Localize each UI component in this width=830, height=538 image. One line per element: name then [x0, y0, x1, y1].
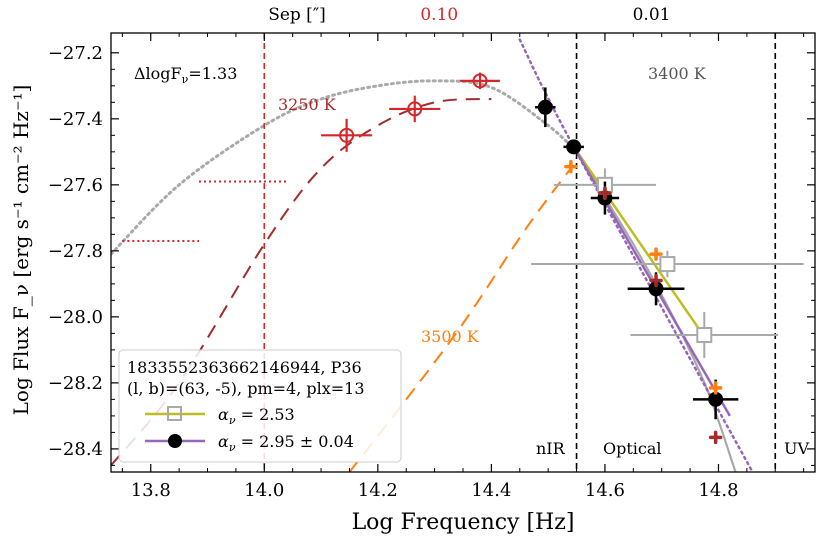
temp-3500-label: 3500 K	[421, 327, 480, 346]
temp-3250-label: 3250 K	[278, 95, 337, 114]
top-axis-value: 0.10	[420, 5, 458, 25]
x-tick-label: 14.8	[698, 480, 738, 501]
x-tick-label: 13.8	[131, 480, 171, 501]
orange-model-point	[564, 159, 578, 174]
orange-model-point	[649, 247, 663, 261]
alpha-253-fit-line	[572, 146, 706, 338]
y-tick-label: −28.0	[48, 307, 103, 328]
legend-subtitle: (l, b)=(63, -5), pm=4, plx=13	[127, 379, 365, 398]
red-open-circle-point	[407, 101, 423, 117]
delta-annotation: ΔlogFν=1.33	[134, 64, 237, 86]
x-tick-label: 14.4	[471, 480, 511, 501]
black-circle-point	[708, 391, 724, 407]
black-circle-point	[566, 139, 582, 155]
y-tick-label: −27.4	[48, 109, 103, 130]
region-nir-label: nIR	[536, 439, 566, 458]
y-tick-label: −28.2	[48, 373, 103, 394]
temp-3400-label: 3400 K	[648, 64, 707, 83]
darkred-model-point	[598, 186, 612, 200]
darkred-model-point	[708, 430, 723, 445]
gray-square-point	[696, 327, 713, 344]
legend-entry-alpha-253: αν = 2.53	[218, 405, 295, 427]
gray-square-point	[659, 256, 676, 273]
legend-marker-circle	[168, 434, 182, 448]
red-open-circle-point	[472, 73, 488, 89]
x-axis-label: Log Frequency [Hz]	[352, 510, 575, 535]
x-tick-label: 14.2	[358, 480, 398, 501]
y-tick-label: −27.6	[48, 175, 103, 196]
legend-title: 1833552363662146944, P36	[127, 358, 362, 377]
legend-marker-square	[167, 406, 182, 421]
y-tick-label: −27.8	[48, 241, 103, 262]
y-axis-label: Log Flux F_ν [erg s⁻¹ cm⁻² Hz⁻¹]	[9, 85, 33, 416]
darkred-model-point	[649, 273, 663, 288]
legend-entry-alpha-295: αν = 2.95 ± 0.04	[218, 432, 354, 454]
black-circle-point	[648, 281, 664, 297]
y-tick-label: −28.4	[48, 439, 103, 460]
blackbody-dotted-curve	[111, 79, 579, 256]
top-axis-value: 0.01	[633, 5, 671, 25]
x-tick-label: 14.6	[585, 480, 625, 501]
black-circle-point	[537, 99, 553, 115]
red-open-circle-point	[339, 127, 355, 143]
region-optical-label: Optical	[603, 439, 662, 458]
top-axis-label: Sep [″]	[268, 5, 326, 25]
legend: 1833552363662146944, P36 (l, b)=(63, -5)…	[118, 349, 402, 463]
legend-box	[118, 349, 402, 463]
orange-model-point	[708, 381, 723, 395]
y-tick-label: −27.2	[48, 43, 103, 64]
x-tick-label: 14.0	[244, 480, 284, 501]
region-uv-label: UV	[784, 439, 809, 458]
